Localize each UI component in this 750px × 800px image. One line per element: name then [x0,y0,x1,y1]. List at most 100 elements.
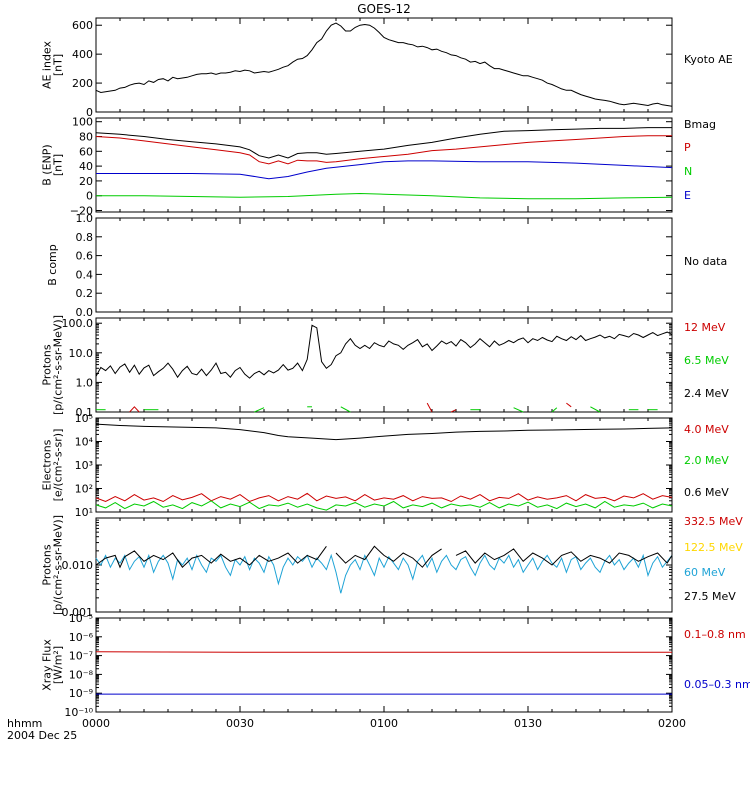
y-tick-label: 10⁴ [75,436,94,449]
series-line-n [96,192,673,200]
panel-frame [95,617,673,713]
legend-label: 0.1–0.8 nm [684,628,746,641]
y-tick-label: 10⁻⁸ [69,668,94,681]
y-tick-label: 200 [72,77,93,90]
y-tick-label: 10⁵ [75,412,93,425]
legend-label: 12 MeV [684,321,726,334]
y-tick-label: 10.0 [69,347,94,360]
y-axis-label: [e/(cm²-s-sr)] [52,429,65,502]
panel-frame [95,17,673,113]
series-line-kyoto-ae [95,22,673,107]
y-tick-label: 0.1 [76,406,94,419]
y-tick-label: 80 [79,131,93,144]
panel-protons: 0.1 1.0 10.0 100.0 Protons[p/(cm²-s-sr-MeV)]… [41,315,730,419]
y-axis-label: [p/(cm²-s-sr-MeV)] [52,515,65,615]
y-tick-label: 0 [86,190,93,203]
series-line-6-5-mev [340,406,351,413]
series-line-e [96,160,673,180]
series-line-0-1-0-8-nm [95,651,672,653]
y-tick-label: 0.2 [76,287,94,300]
y-tick-label: 0.6 [76,250,94,263]
y-tick-label: 0 [86,106,93,119]
series-line-6-5-mev [513,407,524,413]
series-line-6-5-mev [551,407,558,413]
y-axis-label: [nT] [52,54,65,76]
legend-label: 6.5 MeV [684,354,729,367]
legend-label: 60 MeV [684,566,726,579]
legend-label: P [684,141,691,154]
y-tick-label: 10⁻⁹ [69,687,93,700]
y-axis-label: AE index [41,40,54,89]
y-tick-label: 10⁻⁶ [69,631,94,644]
y-tick-label: 10² [75,483,93,496]
x-tick-label: 0030 [226,717,254,730]
legend-label: 2.4 MeV [684,387,729,400]
x-tick-label: 0200 [658,717,686,730]
series-line-27-5-mev [455,548,673,566]
y-axis-label: [nT] [52,154,65,176]
y-tick-label: 10⁻¹⁰ [64,706,93,719]
series-line-12-mev [129,406,140,413]
y-tick-label: 10⁻⁵ [69,612,93,625]
y-tick-label: 10³ [75,459,93,472]
x-tick-label: 0130 [514,717,542,730]
y-axis-label: Electrons [41,439,54,490]
legend-label: No data [684,255,727,268]
y-tick-label: 1.0 [76,212,94,225]
panel-electrons: 10¹ 10² 10³ 10⁴ 10⁵ Electrons[e/(cm²-s-sr)] 4.… [41,412,730,519]
y-axis-label: [W/m²] [52,646,65,684]
y-tick-label: 600 [72,19,93,32]
legend-label: 0.05–0.3 nm [684,678,750,691]
y-tick-label: 400 [72,48,93,61]
series-line-27-5-mev [335,545,442,568]
footer-time-label: hhmm [7,717,42,730]
panel-frame [95,117,673,213]
y-axis-label: Protons [41,344,54,385]
y-tick-label: 10¹ [75,506,93,519]
panel-frame [95,217,673,313]
series-line-4-0-mev [95,492,673,503]
series-line-2-0-mev [95,500,673,511]
legend-label: Kyoto AE [684,53,733,66]
legend-label: N [684,165,692,178]
y-tick-label: 100.0 [62,317,94,330]
legend-label: 0.6 MeV [684,486,729,499]
series-line-6-5-mev [254,407,265,413]
legend-label: 2.0 MeV [684,454,729,467]
series-line-p [95,135,672,165]
legend-label: 4.0 MeV [684,423,729,436]
panel-bcomp: 0.0 0.2 0.4 0.6 0.8 1.0 B comp No data [46,212,727,319]
legend-label: 27.5 MeV [684,590,736,603]
series-line-12-mev [426,402,433,413]
series-line-12-mev [566,402,572,408]
series-line-27-5-mev [95,546,327,569]
y-axis-label: B comp [46,244,59,286]
x-tick-label: 0100 [370,717,398,730]
y-tick-label: 20 [79,175,93,188]
panel-xray: 10⁻¹⁰ 10⁻⁹ 10⁻⁸ 10⁻⁷ 10⁻⁶ 10⁻⁵ Xray Flux[W/m²]… [41,612,750,719]
series-line-12-mev [450,409,457,413]
y-tick-label: −20 [70,205,93,218]
series-line-6-5-mev [590,406,601,413]
legend-label: E [684,189,691,202]
y-axis-label: [p/(cm²-s-sr-MeV)] [52,315,65,415]
y-tick-label: 1.0 [76,376,94,389]
legend-label: 122.5 MeV [684,541,743,554]
legend-label: 332.5 MeV [684,515,743,528]
y-tick-label: 0.010 [62,559,94,572]
y-tick-label: 0.001 [62,606,94,619]
panel-frame [95,317,673,413]
panel-ae: 0 200 400 600 AE index[nT] Kyoto AE [41,17,733,119]
y-tick-label: 40 [79,160,93,173]
series-line-2-4-mev [95,324,673,379]
series-line-0-6-mev [95,423,673,441]
y-tick-label: 0.0 [76,306,94,319]
x-tick-label: 0000 [82,717,110,730]
series-line-60-mev [95,553,673,594]
y-tick-label: 0.4 [76,268,94,281]
y-axis-label: Protons [41,544,54,585]
legend-label: Bmag [684,118,716,131]
